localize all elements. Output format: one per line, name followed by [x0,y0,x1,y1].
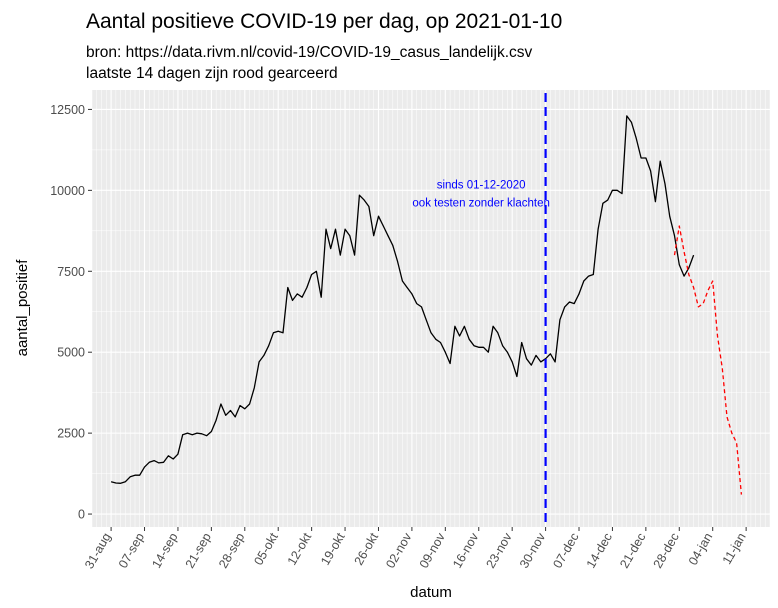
chart-title: Aantal positieve COVID-19 per dag, op 20… [86,10,562,33]
y-tick-label: 0 [78,508,85,522]
x-tick-label: 21-sep [183,530,214,570]
x-axis: 31-aug 07-sep 14-sep 21-sep 28-sep 05-okt 12-o… [82,527,749,571]
x-tick-label: 02-nov [383,530,415,571]
x-tick-label: 11-jan [720,530,749,566]
x-tick-label: 07-dec [550,531,581,571]
x-tick-label: 14-dec [584,531,615,571]
x-tick-label: 26-okt [352,530,382,568]
x-tick-label: 23-nov [484,530,516,571]
y-tick-label: 2500 [57,427,85,441]
series-line-definitief [110,115,695,484]
annotation-layer: sinds 01-12-2020 ook testen zonder klach… [412,179,549,209]
x-tick-label: 04-jan [686,530,716,567]
chart-subtitle-line-1: bron: https://data.rivm.nl/covid-19/COVI… [86,44,533,61]
x-tick-label: 05-okt [251,530,281,568]
x-tick-label: 07-sep [116,530,147,570]
series-layer [110,115,743,495]
x-tick-label: 31-aug [82,530,114,571]
x-tick-label: 28-sep [216,530,247,570]
series-line-laatste-14-dagen [673,225,743,495]
x-tick-label: 21-dec [617,531,648,571]
grid [91,90,771,527]
y-tick-label: 5000 [57,346,85,360]
y-axis-title: aantal_positief [14,259,31,357]
y-tick-label: 7500 [57,265,85,279]
y-axis: 0 2500 5000 7500 10000 12500 [50,103,92,522]
annotation-line-2: ook testen zonder klachten [412,197,549,209]
x-tick-label: 28-dec [651,531,682,571]
x-tick-label: 30-nov [517,530,549,571]
x-tick-label: 14-sep [149,530,180,570]
y-tick-label: 10000 [50,184,85,198]
x-tick-label: 16-nov [450,530,482,571]
chart-subtitle-line-2: laatste 14 dagen zijn rood gearceerd [86,65,338,82]
x-tick-label: 19-okt [318,530,348,568]
x-axis-title: datum [410,584,452,601]
annotation-line-1: sinds 01-12-2020 [437,179,526,191]
x-tick-label: 12-okt [285,530,315,568]
y-tick-label: 12500 [50,103,85,117]
x-tick-label: 09-nov [417,530,449,571]
